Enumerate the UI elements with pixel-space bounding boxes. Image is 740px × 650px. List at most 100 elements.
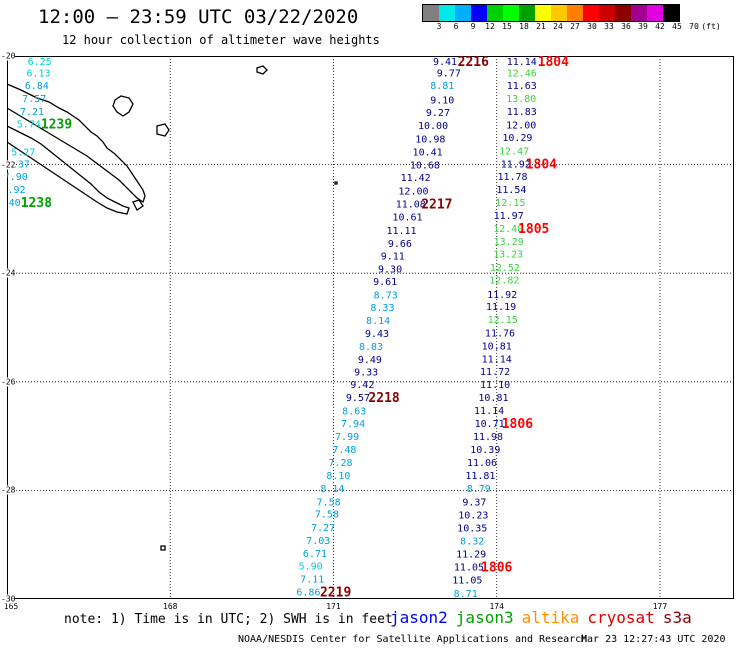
wave-height-value: 11.19 (486, 302, 516, 313)
latitude-tick-label: -30 (1, 594, 16, 604)
legend-swatch (599, 5, 615, 21)
wave-height-value: 7.99 (335, 432, 359, 443)
wave-height-value: 11.92 (487, 290, 517, 301)
wave-height-value: 6.86 (296, 587, 320, 598)
wave-height-value: 10.00 (418, 121, 448, 132)
wave-height-value: 11.29 (456, 549, 486, 560)
wave-height-value: 9.27 (426, 108, 450, 119)
wave-height-value: 10.61 (392, 213, 422, 224)
legend-swatch (487, 5, 503, 21)
wave-height-value: 8.32 (460, 536, 484, 547)
legend-swatch (471, 5, 487, 21)
wave-height-value: 12.52 (490, 263, 520, 274)
pass-time-label: 1805 (518, 222, 549, 237)
wave-height-value: 8.79 (467, 484, 491, 495)
legend-label: 45 (672, 22, 682, 31)
coastline-grande-terre (7, 125, 130, 215)
legend-label: 24 (553, 22, 563, 31)
pass-time-label: 1804 (526, 158, 557, 173)
wave-height-value: 10.29 (502, 133, 532, 144)
wave-height-value: 11.11 (386, 226, 416, 237)
wave-height-value: 5.74 (17, 119, 41, 130)
legend-label: 3 (436, 22, 442, 31)
wave-height-value: 8.10 (326, 471, 350, 482)
wave-height-value: 10.71 (475, 419, 505, 430)
legend-swatch (663, 5, 679, 21)
wave-height-value: 12.15 (488, 315, 518, 326)
coastline (7, 65, 338, 551)
island-lifou (112, 95, 134, 117)
wave-height-value: 7.58 (315, 510, 339, 521)
wave-height-value: 9.33 (354, 367, 378, 378)
wave-height-value: 7.90 (7, 172, 28, 183)
wave-height-value: 10.39 (470, 445, 500, 456)
legend-label: 33 (604, 22, 614, 31)
wave-height-value: 9.10 (430, 95, 454, 106)
wave-height-value: 9.66 (388, 239, 412, 250)
wave-height-value: 13.80 (506, 94, 536, 105)
credit: NOAA/NESDIS Center for Satellite Applica… (238, 634, 588, 645)
wave-height-value: 5.27 (11, 148, 35, 159)
legend-swatch (551, 5, 567, 21)
wave-height-value: 12.46 (507, 68, 537, 79)
wave-height-value: 6.13 (27, 68, 51, 79)
wave-height-value: 7.21 (20, 107, 44, 118)
wave-height-value: 10.23 (458, 510, 488, 521)
wave-height-value: 7.94 (341, 419, 365, 430)
legend-label: (ft) (701, 22, 721, 31)
pass-time-label: 1239 (41, 117, 72, 132)
satellite-legend: jason2 jason3 altika cryosat s3a (390, 608, 700, 627)
pass-time-label: 2216 (458, 56, 489, 70)
legend-label: 18 (519, 22, 529, 31)
wave-height-value: 7.57 (22, 94, 46, 105)
satellite-jason3: jason3 (455, 608, 514, 627)
legend-swatch (503, 5, 519, 21)
wave-height-value: 10.98 (415, 135, 445, 146)
wave-height-value: 7.28 (329, 458, 353, 469)
legend-swatch (423, 5, 439, 21)
wave-height-value: 11.54 (496, 185, 526, 196)
legend-swatch (583, 5, 599, 21)
wave-height-value: 11.14 (474, 406, 504, 417)
map-frame (7, 56, 734, 599)
wave-height-value: 13.23 (493, 250, 523, 261)
pass-time-label: 2218 (368, 391, 399, 406)
wave-height-value: 12.00 (398, 187, 428, 198)
wave-height-value: 7.48 (332, 445, 356, 456)
wave-height-value: 8.14 (366, 316, 390, 327)
pass-time-label: 1806 (481, 560, 512, 575)
legend-label: 39 (638, 22, 648, 31)
wave-height-value: 11.76 (485, 328, 515, 339)
wave-height-value: 8.71 (454, 589, 478, 599)
legend-swatch (535, 5, 551, 21)
satellite-altika: altika (521, 608, 580, 627)
legend-label: 30 (587, 22, 597, 31)
wave-height-value: 13.29 (494, 237, 524, 248)
wave-height-value: 9.77 (437, 68, 461, 79)
wave-height-value: 11.81 (465, 471, 495, 482)
pass-time-label: 2219 (320, 585, 351, 599)
wave-height-value: 12.15 (495, 198, 525, 209)
wave-height-value: 7.27 (311, 523, 335, 534)
wave-height-value: 11.92 (501, 160, 531, 171)
satellite-s3a: s3a (662, 608, 692, 627)
wave-height-value: 12.00 (506, 120, 536, 131)
wave-height-value: 11.10 (480, 380, 510, 391)
wave-height-value: 9.43 (365, 329, 389, 340)
latitude-tick-label: -28 (1, 485, 16, 495)
wave-height-value: 11.98 (473, 432, 503, 443)
color-scale-legend (422, 4, 680, 22)
wave-height-value: 11.14 (482, 354, 512, 365)
legend-label: 70 (689, 22, 699, 31)
wave-height-value: 8.73 (374, 290, 398, 301)
wave-height-value: 11.05 (452, 575, 482, 586)
longitude-tick-label: 171 (326, 602, 341, 611)
island-walpole (256, 65, 268, 75)
wave-height-value: 11.72 (480, 367, 510, 378)
wave-height-values: 9.419.77 8.81 9.10 9.27 10.00 10.98 10.41 10.68… (7, 57, 537, 599)
legend-swatch (519, 5, 535, 21)
legend-swatch (567, 5, 583, 21)
latitude-tick-label: -22 (1, 160, 16, 170)
wave-height-value: 10.35 (457, 523, 487, 534)
wave-height-value: 6.71 (303, 549, 327, 560)
